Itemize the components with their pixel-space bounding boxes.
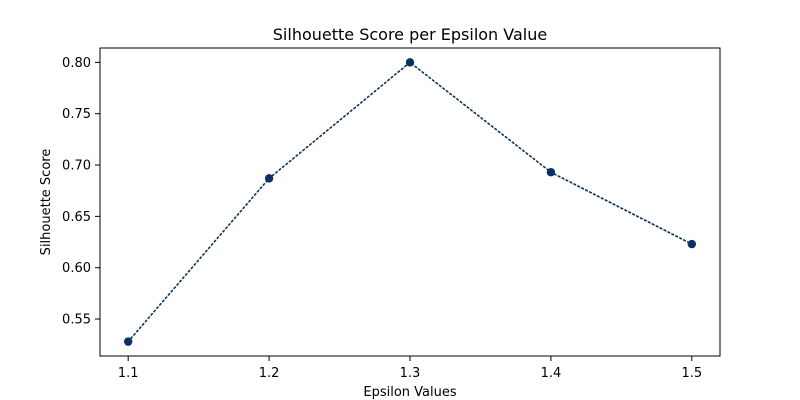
plot-area [100, 48, 720, 356]
data-point [264, 174, 274, 183]
y-tick-label: 0.80 [62, 56, 91, 71]
y-tick-label: 0.75 [62, 107, 91, 122]
y-tick-label: 0.65 [62, 210, 91, 225]
ticks-layer: 1.1 1.2 1.3 1.4 1.5 0.55 0.60 0.65 0.70 0.75 0.80 [62, 56, 702, 381]
x-tick-label: 1.1 [118, 366, 139, 381]
y-tick-label: 0.60 [62, 261, 91, 276]
x-axis-label: Epsilon Values [363, 385, 456, 400]
y-axis-label: Silhouette Score [39, 149, 54, 256]
chart-title: Silhouette Score per Epsilon Value [273, 25, 547, 44]
data-point [405, 58, 415, 67]
x-tick-label: 1.5 [681, 366, 702, 381]
y-tick-label: 0.70 [62, 159, 91, 174]
data-point [123, 337, 133, 346]
data-point [546, 168, 556, 177]
data-point [687, 239, 697, 249]
series-layer [123, 58, 697, 346]
x-tick-label: 1.4 [541, 366, 562, 381]
x-tick-label: 1.2 [259, 366, 280, 381]
y-tick-label: 0.55 [62, 313, 91, 328]
plot-frame [99, 47, 721, 357]
x-tick-label: 1.3 [400, 366, 421, 381]
